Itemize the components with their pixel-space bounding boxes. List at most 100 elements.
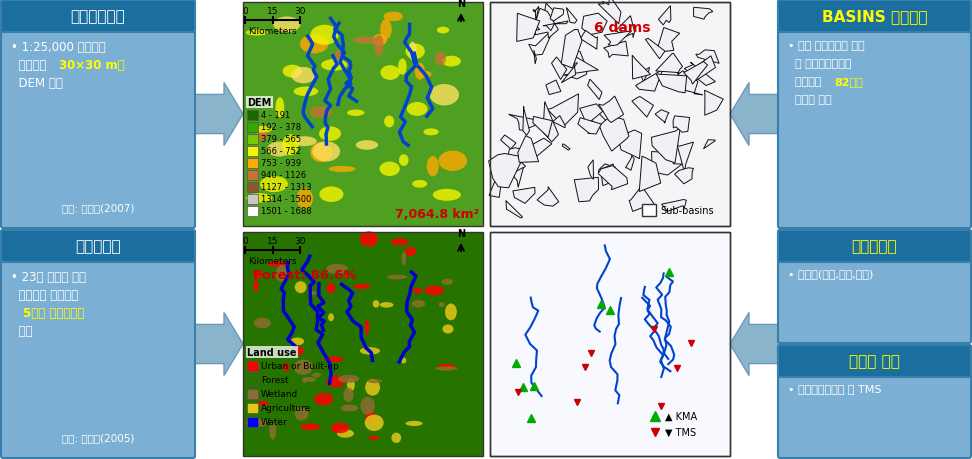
Text: 오염원 자료: 오염원 자료 (850, 354, 900, 369)
Ellipse shape (258, 401, 268, 406)
Ellipse shape (295, 281, 306, 293)
FancyBboxPatch shape (778, 1, 971, 33)
Polygon shape (675, 168, 694, 185)
Text: 이용하여: 이용하여 (11, 59, 51, 72)
Bar (247, 111, 258, 121)
Ellipse shape (360, 347, 380, 355)
Text: ▲ KMA: ▲ KMA (665, 411, 697, 421)
Polygon shape (601, 165, 615, 186)
Ellipse shape (269, 422, 276, 440)
Polygon shape (636, 70, 663, 92)
Polygon shape (546, 81, 561, 95)
FancyBboxPatch shape (778, 230, 971, 263)
Text: 수치고도모형: 수치고도모형 (71, 10, 125, 24)
Bar (642, 205, 656, 217)
Text: N: N (457, 0, 465, 9)
Polygon shape (536, 9, 558, 39)
Polygon shape (632, 56, 650, 80)
Ellipse shape (438, 302, 445, 308)
Text: • 23개 중분류 토지: • 23개 중분류 토지 (11, 270, 86, 283)
Ellipse shape (321, 60, 347, 72)
Bar (247, 171, 258, 180)
Ellipse shape (319, 127, 341, 141)
Ellipse shape (361, 397, 375, 415)
Text: 토지피복도: 토지피복도 (75, 239, 121, 254)
Text: 82개의: 82개의 (834, 77, 863, 87)
Polygon shape (193, 313, 243, 375)
Ellipse shape (309, 107, 332, 118)
Polygon shape (518, 136, 538, 163)
Ellipse shape (292, 137, 317, 147)
Ellipse shape (294, 360, 313, 375)
Polygon shape (567, 8, 577, 24)
Ellipse shape (368, 436, 379, 440)
Polygon shape (673, 117, 689, 133)
Polygon shape (517, 14, 539, 42)
Ellipse shape (364, 414, 384, 431)
Polygon shape (588, 80, 602, 101)
Text: 7,064.8 km²: 7,064.8 km² (395, 207, 479, 220)
Ellipse shape (356, 141, 378, 151)
Ellipse shape (380, 20, 392, 40)
Ellipse shape (300, 35, 329, 54)
Ellipse shape (327, 375, 345, 387)
Polygon shape (623, 137, 639, 148)
Ellipse shape (347, 110, 364, 117)
Ellipse shape (436, 28, 449, 34)
Polygon shape (533, 139, 552, 160)
Ellipse shape (435, 367, 458, 371)
Ellipse shape (260, 177, 288, 193)
Ellipse shape (304, 377, 316, 382)
Ellipse shape (295, 347, 304, 355)
Ellipse shape (343, 388, 354, 402)
Text: 1501 - 1688: 1501 - 1688 (261, 207, 312, 216)
Ellipse shape (380, 66, 399, 81)
Ellipse shape (442, 56, 461, 67)
Text: 940 - 1126: 940 - 1126 (261, 171, 306, 180)
Text: Agriculture: Agriculture (261, 403, 311, 413)
Text: 379 - 565: 379 - 565 (261, 135, 301, 144)
Text: 1314 - 1500: 1314 - 1500 (261, 195, 311, 204)
Polygon shape (667, 72, 703, 96)
Ellipse shape (324, 357, 344, 363)
Text: Sub-basins: Sub-basins (660, 206, 713, 216)
Ellipse shape (283, 363, 290, 372)
Ellipse shape (360, 232, 378, 247)
Polygon shape (543, 4, 560, 23)
Text: 소유역 분할: 소유역 분할 (788, 95, 832, 105)
Bar (247, 361, 258, 371)
Text: 기상관측소: 기상관측소 (851, 239, 897, 254)
Ellipse shape (320, 187, 343, 202)
Text: Forest: Forest (261, 375, 289, 385)
Text: N: N (457, 229, 465, 239)
Bar (247, 207, 258, 217)
Polygon shape (645, 39, 665, 60)
Text: 4 - 191: 4 - 191 (261, 111, 291, 120)
Polygon shape (511, 160, 526, 176)
Ellipse shape (408, 42, 417, 62)
Bar (247, 389, 258, 399)
Ellipse shape (379, 162, 399, 177)
Ellipse shape (445, 304, 457, 321)
Ellipse shape (329, 167, 356, 173)
FancyBboxPatch shape (778, 345, 971, 377)
Bar (247, 403, 258, 413)
Ellipse shape (302, 377, 307, 383)
Polygon shape (600, 117, 629, 152)
Polygon shape (548, 95, 578, 126)
Text: Forest: 86.6%: Forest: 86.6% (253, 269, 357, 281)
Polygon shape (505, 148, 532, 168)
Bar (247, 183, 258, 193)
Polygon shape (534, 51, 537, 65)
Ellipse shape (276, 265, 289, 282)
Polygon shape (618, 131, 642, 159)
Ellipse shape (425, 286, 444, 296)
Polygon shape (489, 169, 503, 198)
Text: 192 - 378: 192 - 378 (261, 123, 301, 132)
FancyBboxPatch shape (1, 230, 195, 458)
Polygon shape (730, 84, 780, 146)
Ellipse shape (327, 264, 348, 274)
Ellipse shape (300, 424, 321, 430)
Ellipse shape (415, 64, 425, 80)
Polygon shape (489, 154, 523, 188)
